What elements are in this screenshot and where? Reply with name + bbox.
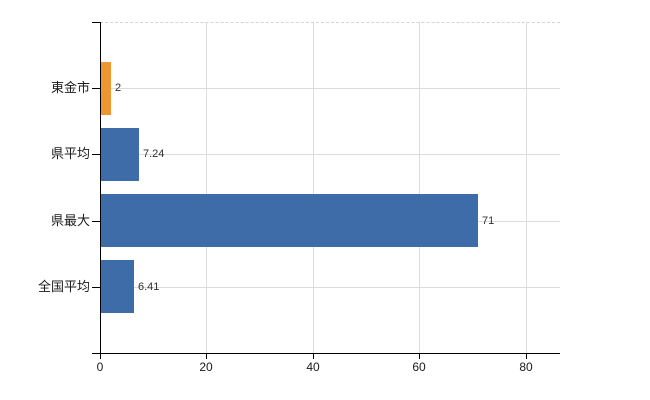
vertical-gridline: [312, 22, 314, 353]
y-axis-tick: [92, 221, 100, 222]
x-axis-tick: [206, 354, 207, 359]
plot-top-border: [100, 22, 560, 23]
value-label: 7.24: [143, 148, 165, 160]
x-tick-label: 0: [96, 360, 104, 374]
value-label: 2: [115, 82, 122, 94]
value-label: 71: [482, 215, 495, 227]
bar-1: [100, 128, 139, 181]
vertical-gridline: [525, 22, 527, 353]
horizontal-gridline: [100, 287, 560, 288]
y-axis-line: [100, 22, 101, 354]
x-tick-label: 20: [199, 360, 213, 374]
horizontal-gridline: [100, 154, 560, 155]
category-label: 東金市: [50, 80, 90, 95]
x-axis-tick: [526, 354, 527, 359]
bar-2: [100, 194, 478, 247]
x-tick-label: 40: [306, 360, 320, 374]
y-axis-tick: [92, 154, 100, 155]
vertical-gridline: [419, 22, 421, 353]
horizontal-gridline: [100, 88, 560, 89]
vertical-gridline: [206, 22, 208, 353]
y-axis-tick: [92, 287, 100, 288]
x-tick-label: 80: [519, 360, 533, 374]
y-axis-tick: [92, 88, 100, 89]
y-axis-tick: [92, 22, 100, 23]
category-label: 全国平均: [37, 279, 90, 294]
x-axis-tick: [100, 354, 101, 359]
bar-3: [100, 260, 134, 313]
x-axis-line: [92, 353, 560, 354]
bar-0: [100, 62, 111, 115]
x-axis-tick: [419, 354, 420, 359]
x-axis-tick: [313, 354, 314, 359]
x-tick-label: 60: [412, 360, 426, 374]
category-label: 県平均: [50, 146, 90, 161]
value-label: 6.41: [138, 281, 160, 293]
category-label: 県最大: [50, 213, 90, 228]
